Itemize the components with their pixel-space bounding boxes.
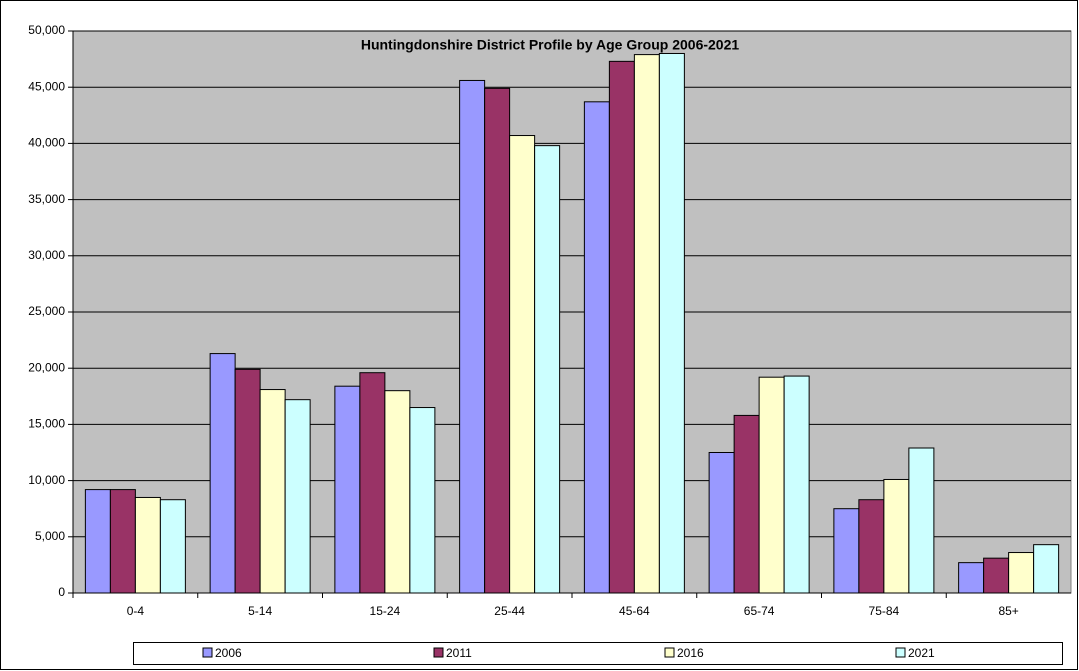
bar bbox=[159, 499, 186, 594]
bar bbox=[658, 52, 685, 594]
y-tick-label: 30,000 bbox=[28, 248, 65, 262]
bar bbox=[534, 145, 561, 594]
bar bbox=[858, 499, 885, 594]
x-tick-label: 25-44 bbox=[494, 604, 525, 618]
bar bbox=[284, 399, 311, 594]
legend-label: 2011 bbox=[446, 646, 472, 660]
bar bbox=[259, 389, 286, 594]
bar bbox=[84, 489, 111, 594]
bar bbox=[633, 54, 660, 594]
y-tick-label: 15,000 bbox=[28, 417, 65, 431]
legend-swatch bbox=[433, 647, 444, 658]
bar bbox=[409, 407, 436, 594]
x-tick-label: 75-84 bbox=[869, 604, 900, 618]
y-tick-label: 20,000 bbox=[28, 360, 65, 374]
bar bbox=[758, 376, 785, 594]
legend-swatch bbox=[202, 647, 213, 658]
legend-swatch bbox=[664, 647, 675, 658]
bar bbox=[359, 372, 386, 594]
bar bbox=[509, 135, 536, 594]
bar bbox=[958, 562, 985, 594]
x-tick-label: 15-24 bbox=[370, 604, 401, 618]
chart-title: Huntingdonshire District Profile by Age … bbox=[361, 37, 740, 53]
bar bbox=[334, 385, 361, 594]
x-tick-label: 85+ bbox=[998, 604, 1018, 618]
bar bbox=[234, 368, 261, 594]
y-tick-label: 10,000 bbox=[28, 473, 65, 487]
legend-label: 2021 bbox=[908, 646, 935, 660]
legend-label: 2016 bbox=[677, 646, 704, 660]
bar bbox=[384, 390, 411, 594]
bar bbox=[209, 353, 236, 594]
bar bbox=[833, 508, 860, 594]
x-tick-label: 5-14 bbox=[248, 604, 272, 618]
x-tick-label: 65-74 bbox=[744, 604, 775, 618]
bar bbox=[608, 60, 635, 594]
bar bbox=[134, 496, 161, 594]
legend: 2006 2011 2016 2021 bbox=[202, 646, 935, 660]
y-tick-label: 0 bbox=[58, 585, 65, 599]
bar bbox=[708, 452, 735, 594]
legend-swatch bbox=[895, 647, 906, 658]
y-tick-label: 25,000 bbox=[28, 304, 65, 318]
bar bbox=[583, 101, 610, 594]
bar bbox=[109, 489, 136, 594]
bar bbox=[983, 557, 1010, 594]
y-tick-label: 40,000 bbox=[28, 136, 65, 150]
bar bbox=[908, 447, 935, 594]
y-tick-label: 35,000 bbox=[28, 192, 65, 206]
bar bbox=[733, 414, 760, 594]
bar bbox=[783, 375, 810, 594]
bars bbox=[84, 52, 1060, 594]
bar bbox=[484, 87, 511, 594]
bar bbox=[1033, 544, 1060, 594]
bar bbox=[459, 79, 486, 594]
bar bbox=[883, 478, 910, 594]
legend-box bbox=[133, 642, 1063, 665]
legend-label: 2006 bbox=[215, 646, 242, 660]
bar bbox=[1008, 552, 1035, 594]
y-tick-label: 5,000 bbox=[35, 529, 65, 543]
y-tick-label: 50,000 bbox=[28, 23, 65, 37]
x-tick-label: 0-4 bbox=[127, 604, 145, 618]
y-tick-label: 45,000 bbox=[28, 79, 65, 93]
x-tick-label: 45-64 bbox=[619, 604, 650, 618]
